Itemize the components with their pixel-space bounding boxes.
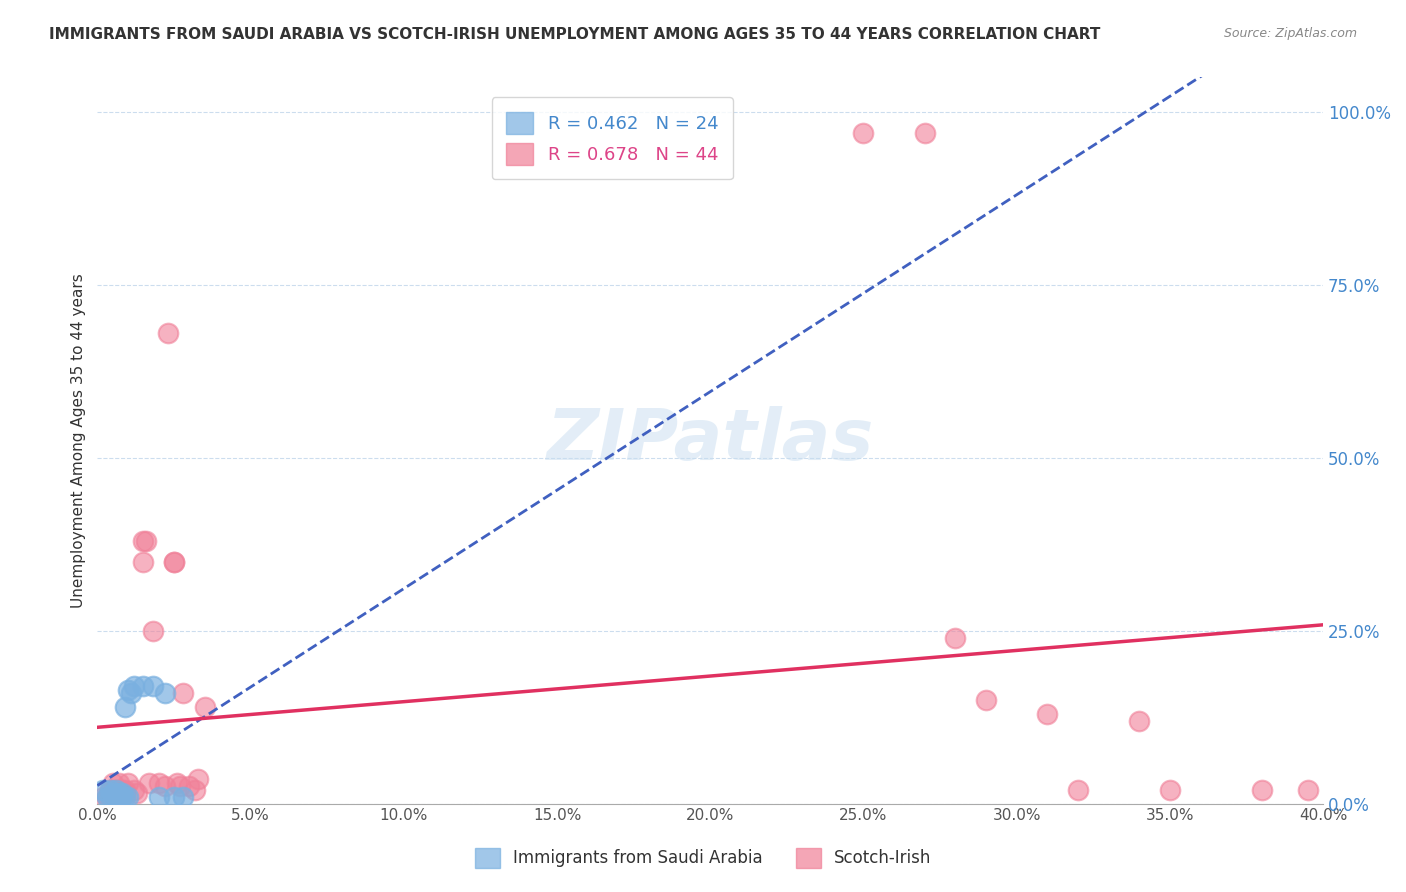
Point bbox=[111, 782, 134, 797]
Point bbox=[1250, 782, 1272, 797]
Point bbox=[104, 789, 127, 804]
Point bbox=[98, 789, 121, 804]
Point bbox=[132, 533, 155, 548]
Point bbox=[93, 789, 115, 804]
Point bbox=[104, 789, 127, 804]
Point bbox=[114, 782, 136, 797]
Point bbox=[1036, 706, 1059, 721]
Point bbox=[122, 679, 145, 693]
Point bbox=[163, 555, 186, 569]
Point bbox=[914, 126, 936, 140]
Point bbox=[122, 782, 145, 797]
Point bbox=[114, 786, 136, 800]
Point bbox=[96, 789, 118, 804]
Point bbox=[101, 786, 124, 800]
Point bbox=[98, 789, 121, 804]
Point bbox=[132, 555, 155, 569]
Point bbox=[166, 776, 188, 790]
Point bbox=[141, 624, 163, 638]
Point bbox=[107, 786, 129, 800]
Point bbox=[852, 126, 875, 140]
Point bbox=[117, 789, 139, 804]
Point bbox=[96, 789, 118, 804]
Point bbox=[148, 789, 170, 804]
Text: ZIPatlas: ZIPatlas bbox=[547, 406, 875, 475]
Y-axis label: Unemployment Among Ages 35 to 44 years: Unemployment Among Ages 35 to 44 years bbox=[72, 273, 86, 608]
Point bbox=[141, 679, 163, 693]
Point bbox=[187, 772, 209, 787]
Point bbox=[1159, 782, 1181, 797]
Point bbox=[138, 776, 160, 790]
Point bbox=[148, 776, 170, 790]
Point bbox=[163, 555, 186, 569]
Legend: R = 0.462   N = 24, R = 0.678   N = 44: R = 0.462 N = 24, R = 0.678 N = 44 bbox=[492, 97, 733, 179]
Point bbox=[172, 686, 194, 700]
Point bbox=[1296, 782, 1319, 797]
Point bbox=[194, 699, 217, 714]
Point bbox=[107, 776, 129, 790]
Legend: Immigrants from Saudi Arabia, Scotch-Irish: Immigrants from Saudi Arabia, Scotch-Iri… bbox=[468, 841, 938, 875]
Point bbox=[172, 789, 194, 804]
Point bbox=[117, 776, 139, 790]
Point bbox=[117, 682, 139, 697]
Point bbox=[111, 789, 134, 804]
Point bbox=[163, 789, 186, 804]
Point bbox=[1067, 782, 1090, 797]
Point bbox=[135, 533, 157, 548]
Point bbox=[1128, 714, 1150, 728]
Point bbox=[132, 679, 155, 693]
Point bbox=[111, 789, 134, 804]
Point bbox=[101, 776, 124, 790]
Text: IMMIGRANTS FROM SAUDI ARABIA VS SCOTCH-IRISH UNEMPLOYMENT AMONG AGES 35 TO 44 YE: IMMIGRANTS FROM SAUDI ARABIA VS SCOTCH-I… bbox=[49, 27, 1101, 42]
Point bbox=[104, 782, 127, 797]
Point bbox=[98, 782, 121, 797]
Point bbox=[974, 693, 997, 707]
Point bbox=[107, 789, 129, 804]
Point bbox=[156, 326, 179, 341]
Point bbox=[114, 789, 136, 804]
Point bbox=[169, 780, 191, 794]
Point bbox=[101, 789, 124, 804]
Point bbox=[114, 699, 136, 714]
Text: Source: ZipAtlas.com: Source: ZipAtlas.com bbox=[1223, 27, 1357, 40]
Point bbox=[127, 786, 149, 800]
Point bbox=[184, 782, 207, 797]
Point bbox=[107, 782, 129, 797]
Point bbox=[153, 780, 176, 794]
Point bbox=[153, 686, 176, 700]
Point bbox=[104, 782, 127, 797]
Point bbox=[945, 631, 967, 645]
Point bbox=[120, 686, 142, 700]
Point bbox=[179, 780, 201, 794]
Point bbox=[111, 786, 134, 800]
Point bbox=[93, 782, 115, 797]
Point bbox=[98, 782, 121, 797]
Point bbox=[101, 782, 124, 797]
